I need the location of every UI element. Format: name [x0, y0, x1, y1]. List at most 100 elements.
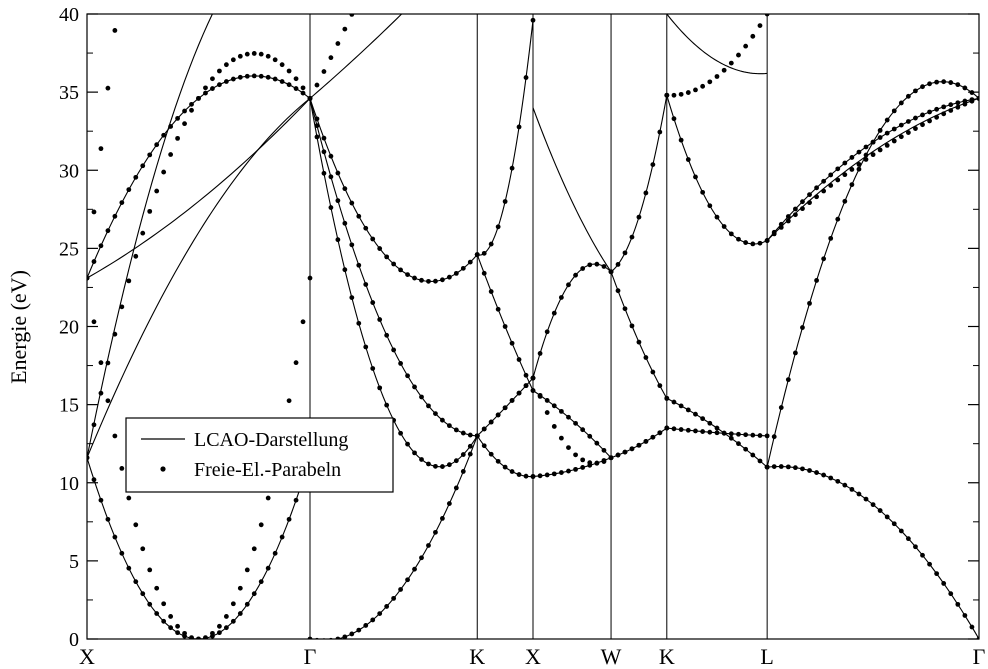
free-electron-point	[453, 458, 459, 464]
free-electron-point	[258, 51, 264, 57]
free-electron-point	[800, 466, 805, 472]
free-electron-point	[356, 262, 362, 268]
free-electron-point	[154, 142, 160, 148]
free-electron-point	[300, 319, 306, 325]
free-electron-point	[573, 272, 578, 278]
free-electron-point	[98, 390, 104, 396]
free-electron-point	[814, 470, 819, 475]
free-electron-point	[217, 68, 222, 74]
free-electron-point	[764, 433, 770, 439]
free-electron-point	[856, 149, 862, 155]
free-electron-point	[793, 206, 798, 212]
free-electron-point	[91, 319, 97, 325]
free-electron-point	[105, 360, 111, 366]
free-electron-point	[488, 419, 494, 425]
free-electron-point	[685, 90, 691, 95]
free-electron-point	[934, 571, 940, 577]
free-electron-point	[363, 623, 369, 628]
free-electron-point	[405, 272, 410, 277]
free-electron-point	[453, 485, 459, 491]
x-tick-label: W	[601, 644, 622, 669]
free-electron-point	[891, 108, 897, 114]
free-electron-point	[356, 320, 362, 326]
legend-dot-swatch	[160, 466, 166, 472]
free-electron-point	[502, 405, 508, 411]
free-electron-point	[279, 62, 285, 68]
free-electron-point	[377, 611, 383, 617]
free-electron-point	[91, 259, 97, 264]
free-electron-point	[98, 243, 104, 249]
free-electron-point	[594, 460, 600, 466]
free-electron-point	[948, 102, 954, 108]
free-electron-point	[516, 357, 522, 362]
free-electron-point	[377, 246, 383, 251]
lcao-band	[666, 95, 768, 245]
free-electron-point	[133, 522, 139, 528]
free-electron-point	[223, 614, 229, 619]
free-electron-point	[182, 121, 187, 127]
y-tick-label: 20	[59, 317, 79, 339]
free-electron-point	[405, 373, 410, 379]
free-electron-point	[412, 566, 417, 572]
free-electron-point	[636, 214, 642, 220]
free-electron-point	[265, 495, 271, 501]
free-electron-point	[217, 82, 222, 88]
free-electron-point	[237, 74, 243, 80]
free-electron-point	[778, 224, 784, 230]
lcao-band	[87, 97, 311, 458]
free-electron-point	[140, 230, 146, 236]
free-electron-point	[314, 123, 320, 129]
free-electron-point	[743, 240, 749, 245]
free-electron-point	[771, 231, 777, 237]
free-electron-point	[962, 85, 968, 91]
free-electron-point	[335, 41, 341, 46]
free-electron-point	[509, 165, 515, 171]
free-electron-point	[685, 157, 691, 162]
free-electron-point	[349, 242, 355, 248]
x-tick-label: X	[525, 644, 541, 669]
free-electron-point	[842, 198, 848, 204]
free-electron-point	[502, 199, 508, 204]
free-electron-point	[342, 267, 348, 273]
free-electron-point	[863, 152, 869, 158]
free-electron-point	[356, 213, 362, 219]
free-electron-point	[502, 464, 508, 470]
free-electron-point	[671, 399, 677, 405]
free-electron-point	[175, 135, 180, 141]
y-axis: 0 5 10 15 20 25 30 35 40	[59, 4, 979, 651]
free-electron-point	[126, 187, 132, 193]
free-electron-point	[265, 53, 271, 59]
free-electron-point	[105, 516, 111, 522]
free-electron-point	[91, 422, 97, 428]
free-electron-point	[934, 79, 940, 85]
free-electron-point	[426, 543, 431, 548]
free-electron-point	[321, 135, 327, 141]
x-tick-label: X	[79, 644, 95, 669]
free-electron-point	[258, 579, 264, 585]
lcao-band	[87, 14, 214, 458]
free-electron-point	[384, 332, 390, 338]
free-electron-point	[161, 132, 167, 138]
free-electron-point	[736, 52, 741, 58]
free-electron-point	[863, 157, 869, 162]
free-electron-point	[168, 152, 174, 157]
free-electron-point	[328, 174, 334, 180]
free-electron-point	[757, 458, 763, 464]
free-electron-point	[721, 430, 727, 436]
free-electron-point	[467, 259, 473, 265]
free-electron-point	[530, 388, 536, 393]
free-electron-point	[133, 174, 139, 180]
free-electron-point	[629, 446, 635, 452]
free-electron-point	[941, 111, 947, 117]
free-electron-point	[433, 463, 438, 469]
free-electron-point	[488, 289, 494, 294]
free-electron-point	[237, 53, 243, 59]
free-electron-point	[147, 208, 153, 214]
x-tick-label: K	[659, 644, 675, 669]
free-electron-point	[615, 452, 621, 458]
free-electron-point	[835, 216, 841, 222]
free-electron-point	[664, 395, 670, 401]
free-electron-point	[721, 67, 727, 73]
lcao-band	[766, 97, 979, 241]
